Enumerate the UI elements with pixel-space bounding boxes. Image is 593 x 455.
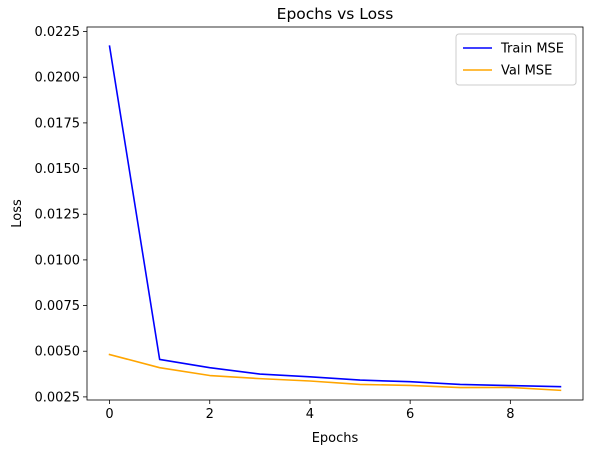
series-layer: [108, 45, 562, 392]
y-tick-label: 0.0150: [35, 162, 81, 177]
plot-frame: [86, 26, 584, 401]
x-tick-label: 0: [105, 407, 113, 422]
y-tick-label: 0.0050: [35, 345, 81, 360]
x-tick-label: 4: [306, 407, 314, 422]
chart-title: Epochs vs Loss: [277, 5, 394, 23]
y-axis-ticks: 0.0025 0.0050 0.0075 0.0100 0.0125 0.0150 0.01…: [35, 25, 87, 405]
y-tick-label: 0.0200: [35, 71, 81, 86]
x-tick-label: 6: [406, 407, 414, 422]
y-tick-label: 0.0225: [35, 25, 81, 40]
y-axis-label: Loss: [10, 199, 25, 228]
y-tick-label: 0.0075: [35, 299, 81, 314]
y-tick-label: 0.0100: [35, 253, 81, 268]
y-tick-label: 0.0125: [35, 208, 81, 223]
x-tick-label: 2: [206, 407, 214, 422]
legend: Train MSE Val MSE: [455, 33, 577, 86]
y-tick-label: 0.0025: [35, 390, 81, 405]
x-axis-label: Epochs: [312, 431, 359, 446]
x-axis-ticks: 0 2 4 6 8: [105, 400, 514, 422]
legend-label: Train MSE: [500, 42, 564, 57]
x-tick-label: 8: [506, 407, 514, 422]
series-line-val-mse: [108, 353, 562, 392]
plot-area: 0 2 4 6 8 0.0025 0.0050 0.0075 0.0100 0.0125 0.01…: [35, 25, 584, 422]
series-line-train-mse: [108, 45, 562, 388]
legend-label: Val MSE: [501, 64, 552, 79]
legend-box: [455, 33, 577, 86]
y-tick-label: 0.0175: [35, 116, 81, 131]
